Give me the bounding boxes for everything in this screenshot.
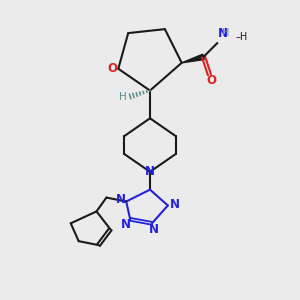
Text: H: H xyxy=(119,92,127,101)
Text: N: N xyxy=(121,218,131,231)
Text: O: O xyxy=(107,62,117,75)
Text: –H: –H xyxy=(235,32,248,42)
Text: N: N xyxy=(149,223,159,236)
Text: N: N xyxy=(116,193,126,206)
Text: N: N xyxy=(170,198,180,211)
Text: N: N xyxy=(218,27,228,40)
Text: H: H xyxy=(222,28,229,38)
Text: O: O xyxy=(206,74,216,87)
Text: N: N xyxy=(145,165,155,178)
Polygon shape xyxy=(182,54,204,63)
